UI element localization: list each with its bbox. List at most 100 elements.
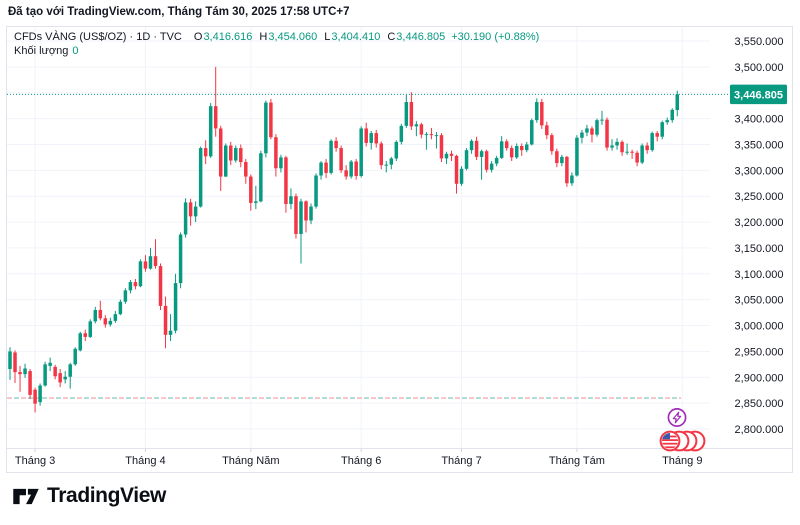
candle[interactable] [550, 135, 554, 152]
candle[interactable] [665, 120, 669, 123]
candle[interactable] [58, 373, 62, 383]
candle[interactable] [499, 141, 504, 158]
candle[interactable] [123, 290, 128, 302]
candle[interactable] [605, 119, 609, 148]
candle[interactable] [494, 157, 499, 164]
candle[interactable] [18, 372, 22, 375]
candle[interactable] [555, 151, 559, 164]
candle[interactable] [474, 140, 479, 157]
candle[interactable] [193, 206, 198, 217]
candle[interactable] [384, 164, 389, 166]
candle[interactable] [158, 266, 163, 306]
candle[interactable] [173, 283, 178, 331]
candle[interactable] [98, 310, 103, 319]
candle[interactable] [239, 148, 243, 163]
candle[interactable] [509, 148, 514, 158]
candle[interactable] [274, 137, 278, 169]
candle[interactable] [228, 145, 233, 161]
candle[interactable] [329, 140, 333, 173]
candle[interactable] [304, 201, 308, 221]
candle[interactable] [565, 156, 569, 184]
candle[interactable] [244, 162, 248, 177]
candle[interactable] [514, 146, 519, 158]
lightning-idea-icon[interactable] [667, 408, 687, 427]
candle[interactable] [675, 94, 680, 111]
candle[interactable] [449, 153, 454, 156]
candle[interactable] [73, 348, 77, 365]
candle[interactable] [525, 144, 529, 151]
candle[interactable] [535, 102, 539, 121]
candle[interactable] [198, 148, 203, 207]
candle[interactable] [203, 148, 208, 157]
candle[interactable] [103, 318, 108, 325]
candle[interactable] [404, 102, 409, 126]
candle[interactable] [83, 333, 88, 337]
candle[interactable] [269, 102, 273, 138]
candle[interactable] [168, 330, 173, 335]
candle[interactable] [183, 202, 188, 235]
candle[interactable] [419, 124, 424, 135]
candle[interactable] [620, 141, 624, 153]
candle[interactable] [314, 175, 318, 207]
tradingview-logo[interactable]: TradingView [12, 484, 166, 508]
candle[interactable] [504, 141, 509, 149]
candle[interactable] [519, 146, 524, 151]
candle[interactable] [540, 102, 544, 126]
candle[interactable] [163, 305, 168, 335]
candle[interactable] [434, 135, 439, 137]
candle[interactable] [454, 155, 459, 184]
candle[interactable] [354, 161, 358, 177]
candle[interactable] [93, 310, 98, 322]
chart-legend[interactable]: CFDs VÀNG (US$/OZ) · 1D · TVC O3,416.616 H… [14, 30, 539, 58]
candle[interactable] [118, 301, 123, 315]
candle[interactable] [625, 151, 629, 153]
candle[interactable] [279, 157, 283, 169]
candle[interactable] [28, 371, 32, 395]
us-flag-events-icon[interactable] [659, 430, 706, 452]
candle[interactable] [8, 351, 12, 369]
candle[interactable] [429, 134, 434, 136]
candle[interactable] [464, 150, 469, 169]
candle[interactable] [223, 145, 228, 177]
candle[interactable] [489, 163, 494, 170]
candle[interactable] [234, 148, 238, 161]
candle[interactable] [640, 145, 644, 163]
candle[interactable] [299, 201, 303, 234]
candle[interactable] [113, 314, 118, 321]
candle[interactable] [284, 157, 288, 204]
candle[interactable] [585, 128, 589, 133]
candle[interactable] [414, 124, 419, 127]
candle[interactable] [409, 102, 414, 127]
candle[interactable] [178, 234, 183, 284]
candle[interactable] [13, 352, 17, 373]
candle[interactable] [575, 137, 579, 176]
candle[interactable] [128, 282, 133, 291]
candle[interactable] [650, 133, 654, 151]
candle[interactable] [108, 320, 113, 325]
candle[interactable] [218, 128, 223, 177]
candle[interactable] [479, 151, 484, 157]
candle[interactable] [68, 364, 72, 377]
candle[interactable] [610, 145, 614, 148]
candle[interactable] [484, 151, 489, 170]
candle[interactable] [359, 128, 363, 177]
candle[interactable] [344, 170, 348, 177]
candle[interactable] [78, 333, 82, 351]
candle[interactable] [289, 196, 293, 204]
candle[interactable] [148, 256, 153, 269]
candle[interactable] [188, 202, 193, 217]
candle[interactable] [294, 196, 298, 234]
candle[interactable] [590, 128, 594, 135]
candle[interactable] [153, 256, 158, 267]
candle[interactable] [444, 153, 449, 159]
candle[interactable] [379, 143, 384, 166]
candle[interactable] [53, 366, 57, 377]
candle[interactable] [615, 141, 619, 146]
candle[interactable] [133, 282, 138, 287]
candle[interactable] [645, 145, 649, 151]
candle[interactable] [439, 135, 444, 159]
candle[interactable] [530, 120, 534, 145]
candle[interactable] [33, 389, 37, 404]
candle[interactable] [545, 125, 549, 136]
